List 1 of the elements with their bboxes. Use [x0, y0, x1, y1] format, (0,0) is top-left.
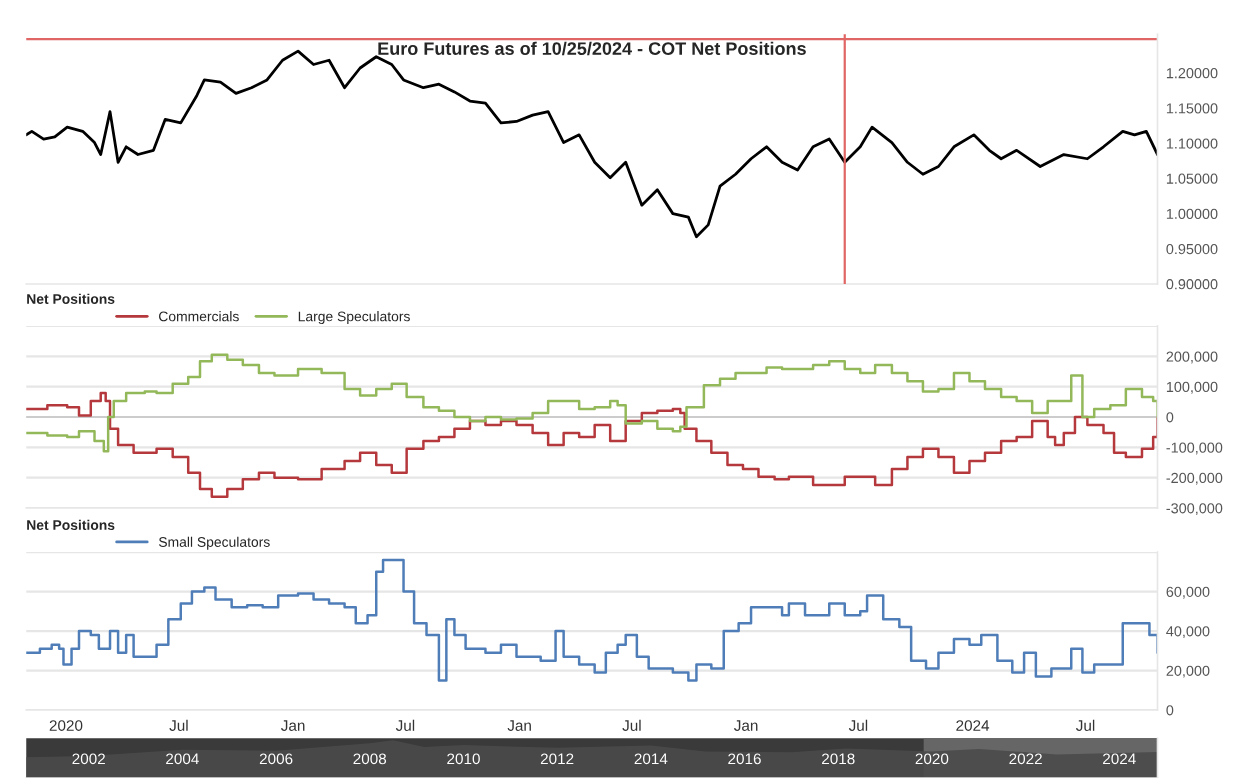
chart-title: Euro Futures as of 10/25/2024 - COT Net Positions — [378, 41, 806, 56]
